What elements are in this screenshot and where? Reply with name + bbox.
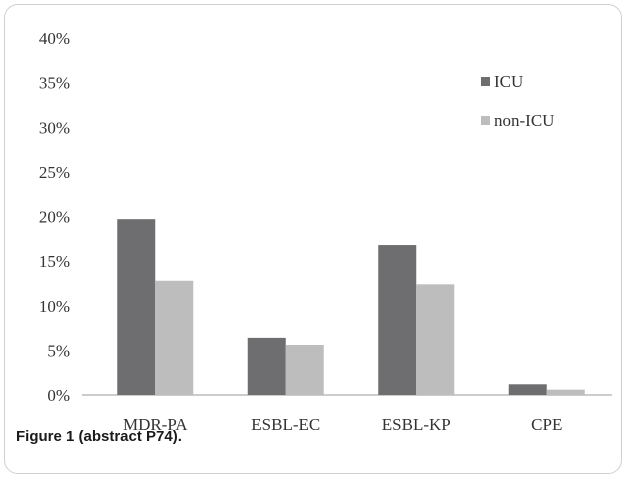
bar-cpe-non-icu	[546, 389, 585, 395]
y-tick-label: 15%	[39, 252, 70, 271]
legend-label-icu: ICU	[494, 72, 523, 91]
y-axis-ticks: 0% 5% 10% 15% 20% 25% 30% 35% 40%	[39, 29, 70, 405]
legend-swatch-non-icu	[481, 116, 490, 125]
y-tick-label: 25%	[39, 163, 70, 182]
legend: ICU non-ICU	[481, 72, 554, 130]
bar-esbl-kp-non-icu	[416, 284, 455, 395]
figure-caption: Figure 1 (abstract P74).	[16, 428, 182, 445]
figure-frame	[4, 4, 622, 474]
x-category-label: ESBL-KP	[382, 415, 451, 434]
legend-label-non-icu: non-ICU	[494, 111, 554, 130]
legend-swatch-icu	[481, 77, 490, 86]
bar-esbl-ec-icu	[247, 337, 286, 395]
bars	[117, 219, 585, 395]
y-tick-label: 5%	[47, 341, 70, 360]
x-category-label: ESBL-EC	[251, 415, 320, 434]
y-tick-label: 30%	[39, 118, 70, 137]
y-tick-label: 40%	[39, 29, 70, 48]
bar-esbl-kp-icu	[378, 245, 417, 395]
y-tick-label: 10%	[39, 297, 70, 316]
y-tick-label: 20%	[39, 208, 70, 227]
bar-esbl-ec-non-icu	[285, 345, 324, 395]
bar-cpe-icu	[508, 384, 547, 395]
x-axis-categories: MDR-PA ESBL-EC ESBL-KP CPE	[123, 415, 562, 434]
y-tick-label: 0%	[47, 386, 70, 405]
x-category-label: MDR-PA	[123, 415, 188, 434]
x-category-label: CPE	[531, 415, 562, 434]
bar-mdr-pa-non-icu	[155, 280, 194, 395]
y-tick-label: 35%	[39, 74, 70, 93]
bar-mdr-pa-icu	[117, 219, 156, 395]
